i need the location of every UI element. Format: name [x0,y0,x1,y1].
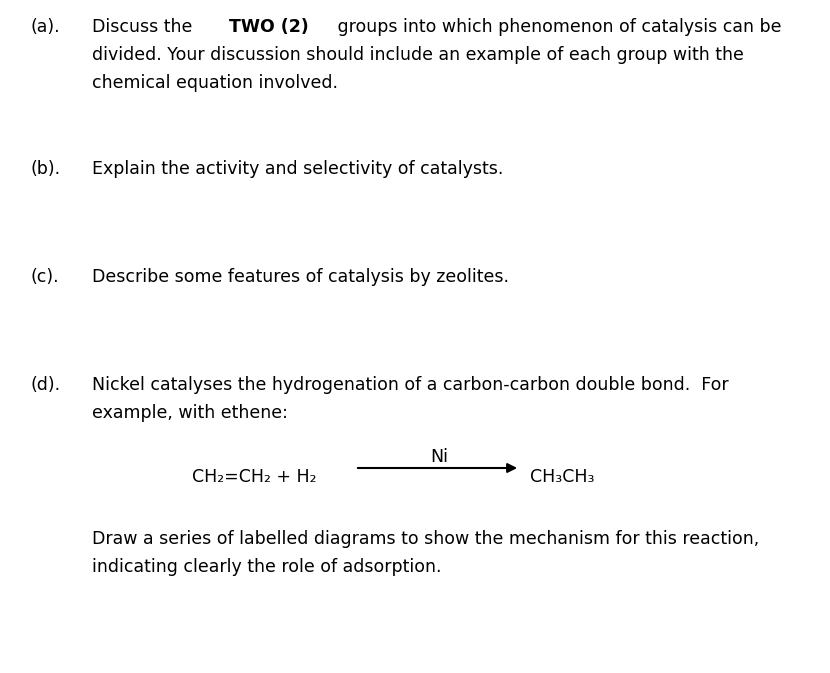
Text: (c).: (c). [30,268,59,286]
Text: Nickel catalyses the hydrogenation of a carbon-carbon double bond.  For: Nickel catalyses the hydrogenation of a … [92,376,729,394]
Text: Describe some features of catalysis by zeolites.: Describe some features of catalysis by z… [92,268,509,286]
Text: (d).: (d). [30,376,60,394]
Text: Draw a series of labelled diagrams to show the mechanism for this reaction,: Draw a series of labelled diagrams to sh… [92,530,759,548]
Text: TWO (2): TWO (2) [228,18,309,36]
Text: indicating clearly the role of adsorption.: indicating clearly the role of adsorptio… [92,558,442,576]
Text: divided. Your discussion should include an example of each group with the: divided. Your discussion should include … [92,46,744,64]
Text: CH₃CH₃: CH₃CH₃ [530,468,594,486]
Text: Explain the activity and selectivity of catalysts.: Explain the activity and selectivity of … [92,160,503,178]
Text: Ni: Ni [430,448,448,466]
Text: groups into which phenomenon of catalysis can be: groups into which phenomenon of catalysi… [331,18,781,36]
Text: Discuss the: Discuss the [92,18,198,36]
Text: chemical equation involved.: chemical equation involved. [92,74,338,92]
Text: example, with ethene:: example, with ethene: [92,404,288,422]
Text: (b).: (b). [30,160,60,178]
Text: CH₂=CH₂ + H₂: CH₂=CH₂ + H₂ [192,468,316,486]
Text: (a).: (a). [30,18,60,36]
